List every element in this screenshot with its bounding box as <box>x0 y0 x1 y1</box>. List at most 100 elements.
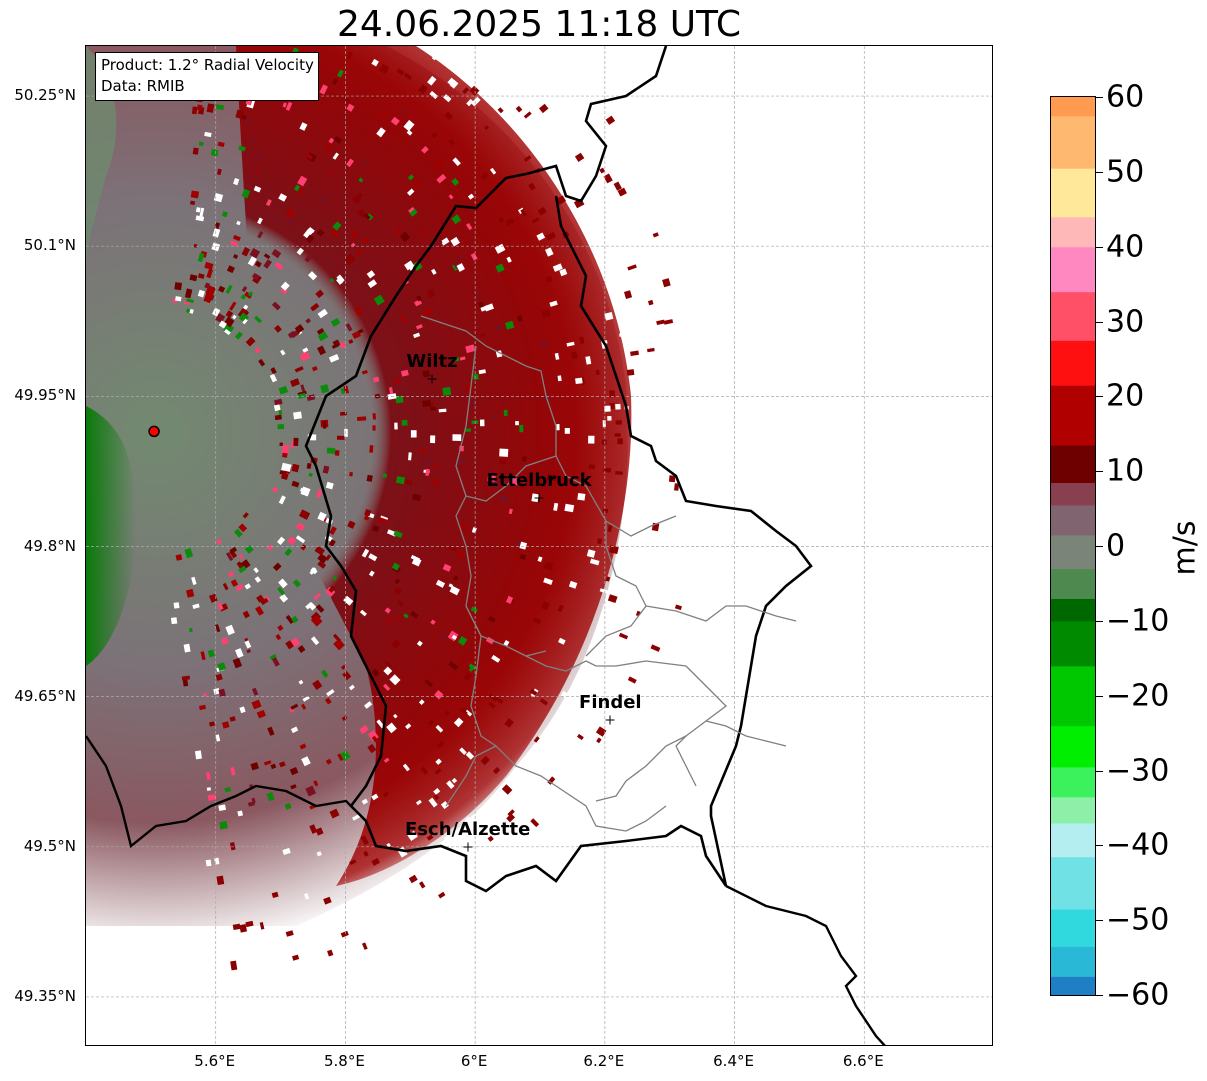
echo-speckle <box>310 302 320 312</box>
echo-speckle <box>447 77 457 87</box>
colorbar-band <box>1051 486 1095 493</box>
colorbar-band <box>1051 645 1095 657</box>
echo-speckle <box>589 558 600 566</box>
echo-speckle <box>556 424 560 431</box>
echo-speckle <box>361 798 369 805</box>
echo-speckle <box>508 59 518 70</box>
echo-speckle <box>471 527 477 534</box>
echo-speckle <box>332 78 338 85</box>
colorbar-tick-mark <box>1096 620 1103 622</box>
colorbar-band <box>1051 538 1095 543</box>
echo-speckle <box>415 799 422 806</box>
colorbar-band <box>1051 311 1095 323</box>
echo-speckle <box>383 757 390 763</box>
echo-speckle <box>204 131 212 138</box>
echo-speckle <box>559 268 568 277</box>
echo-speckle <box>523 111 532 119</box>
echo-speckle <box>465 709 473 717</box>
echo-speckle <box>295 522 306 531</box>
echo-speckle <box>357 416 367 421</box>
echo-speckle <box>619 204 626 210</box>
echo-speckle <box>339 341 347 349</box>
echo-speckle <box>329 526 337 536</box>
echo-speckle <box>317 560 327 569</box>
echo-speckle <box>215 104 225 111</box>
echo-speckle <box>269 654 277 661</box>
colorbar-tick-label: 10 <box>1106 453 1145 489</box>
echo-speckle <box>298 679 304 685</box>
colorbar-band <box>1051 830 1095 840</box>
echo-speckle <box>440 588 447 595</box>
echo-speckle <box>491 848 501 859</box>
echo-speckle <box>337 753 344 762</box>
colorbar-tick-mark <box>1096 97 1103 98</box>
echo-speckle <box>540 340 548 348</box>
echo-speckle <box>285 614 294 625</box>
echo-speckle <box>191 106 198 115</box>
echo-speckle <box>323 896 332 905</box>
echo-speckle <box>221 211 229 218</box>
colorbar-band <box>1051 942 1095 947</box>
echo-speckle <box>448 661 459 671</box>
colorbar-band <box>1051 385 1095 395</box>
echo-speckle <box>287 330 296 339</box>
echo-speckle <box>662 305 668 312</box>
echo-speckle <box>626 526 633 532</box>
echo-speckle <box>263 253 271 260</box>
colorbar-band <box>1051 517 1095 525</box>
echo-speckle <box>459 707 468 716</box>
colorbar-band <box>1051 103 1095 111</box>
echo-speckle <box>295 535 306 544</box>
echo-speckle <box>210 149 219 157</box>
colorbar-tick-mark <box>1096 995 1103 996</box>
colorbar-band <box>1051 492 1095 500</box>
echo-speckle <box>488 615 496 623</box>
colorbar-tick-label: 60 <box>1106 79 1145 115</box>
echo-speckle <box>539 142 548 150</box>
echo-speckle <box>557 604 564 613</box>
echo-speckle <box>422 400 431 407</box>
echo-speckle <box>290 784 297 790</box>
echo-speckle <box>388 387 394 395</box>
echo-speckle <box>407 830 418 842</box>
echo-speckle <box>537 207 547 216</box>
echo-speckle <box>435 758 442 765</box>
echo-speckle <box>433 794 440 801</box>
echo-speckle <box>395 395 404 404</box>
echo-speckle <box>363 213 371 221</box>
echo-speckle <box>390 639 401 650</box>
echo-speckle <box>451 634 458 640</box>
echo-speckle <box>345 323 353 332</box>
echo-speckle <box>426 834 434 841</box>
echo-speckle <box>556 195 567 205</box>
colorbar-tick-mark <box>1096 920 1103 922</box>
echo-speckle <box>312 679 323 690</box>
echo-speckle <box>373 294 385 306</box>
colorbar-band <box>1051 168 1095 180</box>
echo-speckle <box>217 662 227 672</box>
colorbar-band <box>1051 179 1095 192</box>
echo-speckle <box>491 654 501 663</box>
echo-speckle <box>396 68 405 76</box>
echo-speckle <box>431 132 438 139</box>
colorbar-band <box>1051 523 1095 528</box>
echo-speckle <box>429 90 439 100</box>
echo-speckle <box>344 253 356 266</box>
colorbar-unit: m/s <box>1167 520 1203 576</box>
echo-speckle <box>657 567 664 574</box>
colorbar-band <box>1051 615 1095 622</box>
echo-speckle <box>245 336 256 347</box>
echo-speckle <box>256 930 263 938</box>
echo-speckle <box>240 559 251 570</box>
colorbar-band <box>1051 695 1095 707</box>
colorbar-band <box>1051 97 1095 104</box>
echo-speckle <box>232 314 237 320</box>
echo-speckle <box>530 818 540 828</box>
colorbar-band <box>1051 534 1095 540</box>
echo-speckle <box>299 122 308 131</box>
echo-speckle <box>368 570 375 577</box>
echo-speckle <box>225 310 234 319</box>
echo-speckle <box>668 237 678 246</box>
echo-speckle <box>205 859 212 867</box>
echo-speckle <box>586 549 596 558</box>
